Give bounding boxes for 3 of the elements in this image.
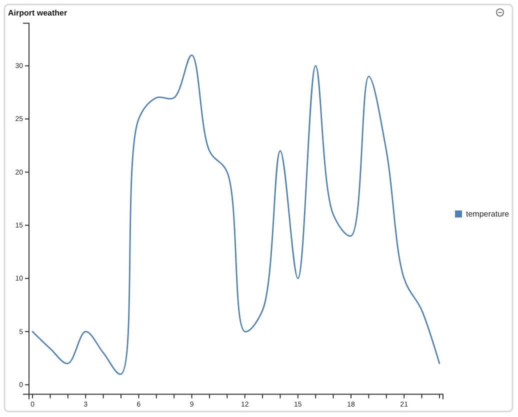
line-series (32, 54, 440, 375)
chart-title: Airport weather (8, 8, 68, 18)
legend-label: temperature (466, 210, 510, 219)
